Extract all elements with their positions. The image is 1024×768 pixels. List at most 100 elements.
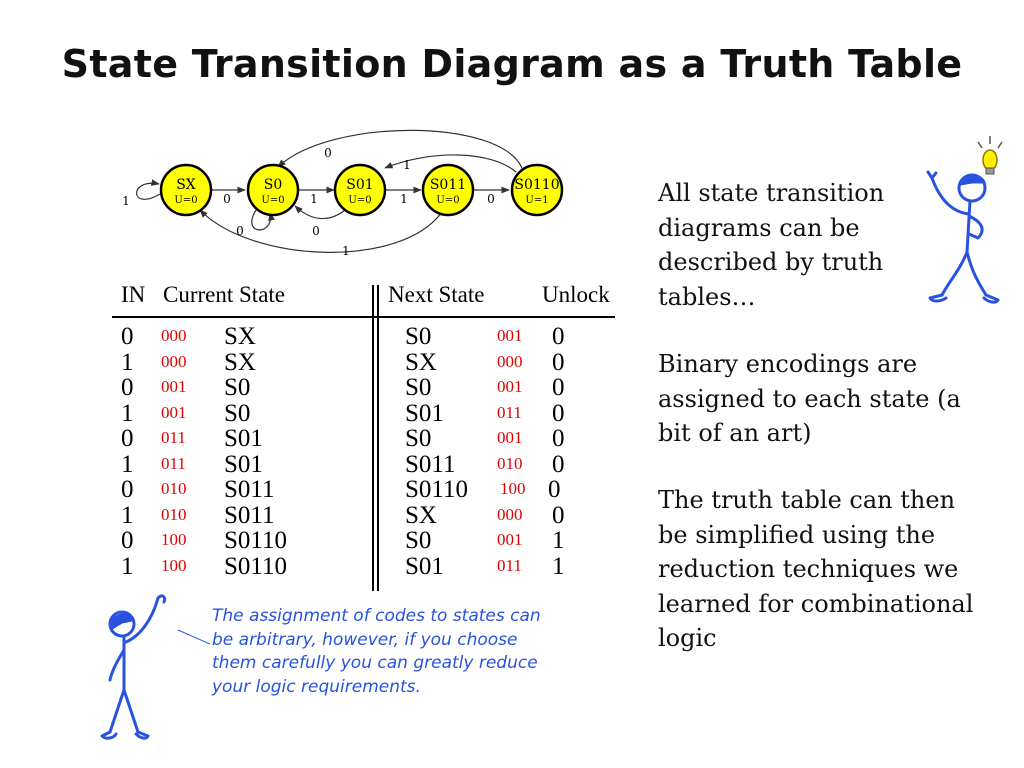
edge-label: 0: [236, 224, 244, 238]
cell-current-code: 100: [161, 530, 187, 549]
cell-current-code: 010: [161, 479, 187, 498]
cell-unlock: 0: [548, 476, 561, 503]
cell-in: 0: [121, 425, 134, 452]
slide-title: State Transition Diagram as a Truth Tabl…: [61, 42, 963, 86]
cell-current-code: 011: [161, 453, 186, 473]
header-next-state: Next State: [388, 282, 485, 307]
cell-next-code: 011: [497, 402, 522, 422]
header-unlock: Unlock: [542, 282, 610, 307]
cell-current-code: 011: [161, 428, 186, 447]
cell-in: 1: [121, 399, 134, 427]
cell-current-state: S0110: [224, 527, 287, 554]
state-label: S011: [430, 177, 466, 193]
cell-unlock: 1: [552, 552, 565, 580]
pointing-figure-icon: [100, 594, 210, 740]
edge-s01-to-s0: [294, 205, 346, 220]
side-text-paragraph: Binary encodings are assigned to each st…: [658, 350, 961, 447]
edge-s0110-to-s0: [277, 129, 523, 169]
cell-current-code: 000: [161, 351, 187, 371]
cell-next-code: 001: [497, 530, 523, 549]
state-s01: [333, 163, 387, 217]
cell-next-state: S0: [405, 374, 432, 401]
cell-current-state: S0: [224, 399, 251, 427]
edge-label: 1: [400, 192, 408, 206]
state-output: U=1: [525, 195, 548, 206]
cell-next-code: 001: [497, 377, 523, 396]
edge-label: 0: [487, 192, 495, 206]
cell-next-state: S01: [405, 552, 444, 580]
cell-next-state: SX: [405, 501, 437, 529]
table-row: 0 001 S0 S0 001 0: [0, 375, 640, 401]
table-divider-right: [377, 285, 379, 591]
cell-in: 0: [121, 374, 134, 401]
cell-current-state: SX: [224, 348, 256, 376]
cell-next-state: S0: [405, 527, 432, 554]
side-text-paragraph: The truth table can then be simplified u…: [658, 486, 974, 652]
speech-note: The assignment of codes to states can be…: [212, 606, 541, 697]
edge-label: 0: [312, 224, 320, 238]
cell-in: 1: [121, 450, 134, 478]
side-text-paragraph: All state transition diagrams can be des…: [658, 179, 885, 311]
state-s0: [246, 163, 300, 217]
cell-next-code: 010: [497, 453, 523, 473]
cell-next-state: S0: [405, 425, 432, 452]
cell-current-code: 010: [161, 504, 187, 524]
cell-current-state: S011: [224, 501, 275, 529]
edge-label: 1: [122, 194, 130, 208]
state-label: SX: [176, 177, 196, 193]
table-row: 1 001 S0 S01 011 0: [0, 399, 640, 427]
edge-s0110-to-s01: [384, 154, 517, 173]
cell-current-state: S0: [224, 374, 251, 401]
cell-next-code: 001: [497, 326, 523, 345]
cell-next-state: S0: [405, 323, 432, 350]
table-header-rule: [112, 316, 615, 318]
edge-label: 1: [310, 192, 318, 206]
cell-current-code: 001: [161, 377, 187, 396]
cell-next-code: 011: [497, 555, 522, 575]
cell-in: 1: [121, 501, 134, 529]
edge-s011-to-sx: [199, 209, 443, 253]
cell-current-state: S011: [224, 476, 275, 503]
table-divider-left: [372, 285, 374, 591]
edge-label: 1: [403, 158, 411, 172]
cell-next-state: S011: [405, 450, 456, 478]
state-label: S01: [346, 177, 373, 193]
cell-in: 1: [121, 552, 134, 580]
state-label: S0110: [514, 177, 559, 193]
cell-current-state: S01: [224, 450, 263, 478]
cell-current-state: SX: [224, 323, 256, 350]
cell-current-state: S01: [224, 425, 263, 452]
cell-unlock: 1: [552, 527, 565, 554]
table-row: 0 010 S011 S0110 100 0: [0, 477, 640, 503]
header-in: IN: [121, 282, 146, 307]
cell-current-code: 001: [161, 402, 187, 422]
cell-next-code: 100: [500, 479, 526, 498]
state-output: U=0: [348, 195, 371, 206]
table-row: 1 011 S01 S011 010 0: [0, 450, 640, 478]
cell-unlock: 0: [552, 425, 565, 452]
table-row: 0 000 SX S0 001 0: [0, 324, 640, 350]
cell-unlock: 0: [552, 450, 565, 478]
table-row: 1 000 SX SX 000 0: [0, 348, 640, 376]
table-row: 1 100 S0110 S01 011 1: [0, 552, 640, 580]
table-row: 0 011 S01 S0 001 0: [0, 426, 640, 452]
cell-unlock: 0: [552, 399, 565, 427]
state-label: S0: [264, 177, 283, 193]
table-row: 0 100 S0110 S0 001 1: [0, 528, 640, 554]
cell-unlock: 0: [552, 501, 565, 529]
edge-label: 0: [223, 192, 231, 206]
cell-next-code: 000: [497, 504, 523, 524]
edge-label: 0: [324, 146, 332, 160]
cell-in: 0: [121, 527, 134, 554]
cell-next-state: S0110: [405, 476, 468, 503]
state-s011: [421, 163, 475, 217]
lightbulb-icon: [977, 136, 1003, 175]
header-current-state: Current State: [163, 282, 285, 307]
state-s0110: [510, 163, 564, 217]
cell-unlock: 0: [552, 374, 565, 401]
table-row: 1 010 S011 SX 000 0: [0, 501, 640, 529]
cell-next-code: 000: [497, 351, 523, 371]
cell-unlock: 0: [552, 323, 565, 350]
edge-label: 1: [342, 244, 350, 258]
